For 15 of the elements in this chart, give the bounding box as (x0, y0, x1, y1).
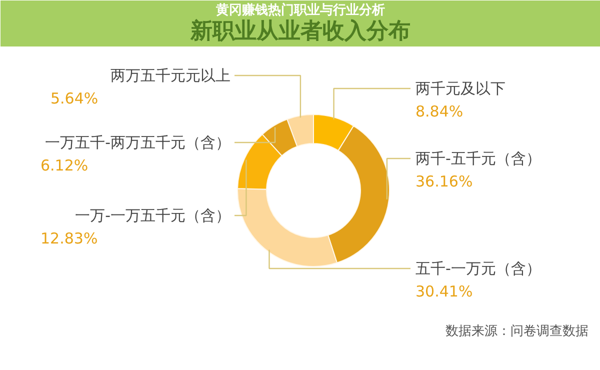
slice-label: 两千元及以下 (416, 80, 506, 98)
chart-subtitle: 新职业从业者收入分布 (190, 18, 410, 44)
slice-label: 一万-一万五千元（含） (75, 206, 231, 224)
data-label: 8.84% (416, 102, 464, 120)
data-label: 12.83% (40, 230, 98, 248)
data-label: 30.41% (416, 282, 473, 300)
slice-label: 一万五千-两万五千元（含） (45, 134, 231, 152)
chart-title: 黄冈赚钱热门职业与行业分析 (215, 2, 385, 18)
data-label: 6.12% (40, 156, 88, 174)
source-note: 数据来源：问卷调查数据 (446, 324, 588, 339)
slice-label: 两千-五千元（含） (416, 150, 541, 168)
data-label: 5.64% (50, 90, 98, 108)
slice-label: 两万五千元元以上 (110, 66, 230, 84)
data-label: 36.16% (416, 172, 473, 190)
slice-label: 五千-一万元（含） (416, 260, 541, 278)
